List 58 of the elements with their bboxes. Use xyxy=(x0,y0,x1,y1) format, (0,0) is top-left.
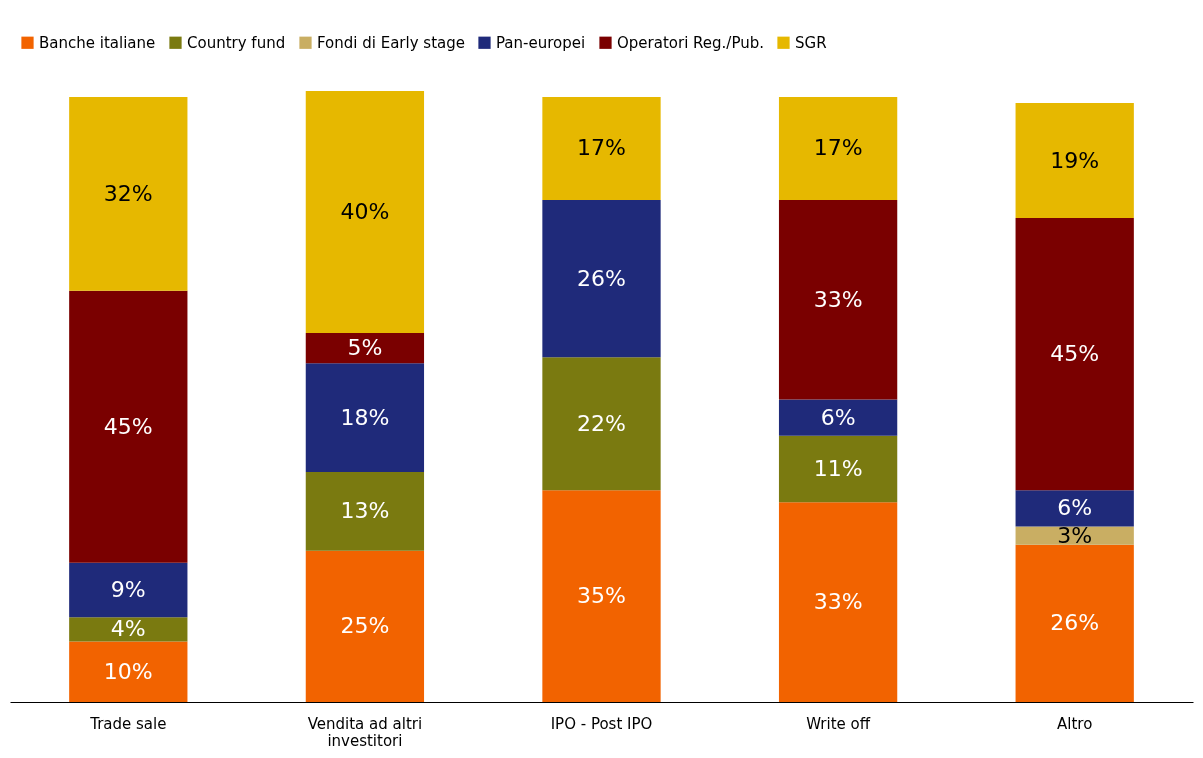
x-tick-label: Altro xyxy=(1057,714,1093,733)
bar xyxy=(778,97,898,200)
data-label: 18% xyxy=(340,404,390,430)
data-label: 17% xyxy=(577,135,626,161)
data-label: 26% xyxy=(1050,610,1100,636)
legend-label: Operatori Reg./Pub. xyxy=(617,33,764,52)
data-label: 26% xyxy=(577,265,626,291)
data-label: 40% xyxy=(340,198,390,224)
data-label: 45% xyxy=(1050,341,1100,367)
bar xyxy=(305,363,425,473)
legend-label: Pan-europei xyxy=(496,33,586,52)
x-tick-label: Vendita ad altri investitori xyxy=(307,714,423,750)
data-label: 6% xyxy=(1057,495,1093,521)
bar xyxy=(778,502,898,702)
bar xyxy=(542,357,661,491)
data-label: 13% xyxy=(340,498,390,524)
data-label: 11% xyxy=(813,456,863,482)
data-label: 22% xyxy=(577,410,626,436)
data-label: 33% xyxy=(813,286,863,312)
bar xyxy=(542,199,661,358)
data-label: 19% xyxy=(1050,147,1100,173)
data-label: 33% xyxy=(813,589,863,615)
data-label: 35% xyxy=(577,583,626,609)
bar xyxy=(305,91,425,333)
x-tick-label: Trade sale xyxy=(89,714,167,733)
bar xyxy=(69,617,188,642)
bar xyxy=(1015,103,1134,219)
data-label: 32% xyxy=(103,180,153,206)
bar xyxy=(542,490,661,702)
bar xyxy=(778,435,898,503)
bar xyxy=(1015,490,1134,527)
legend-label: Country fund xyxy=(187,33,286,52)
data-label: 45% xyxy=(103,413,153,439)
bar xyxy=(305,550,425,702)
data-label: 25% xyxy=(340,613,390,639)
bar xyxy=(69,290,188,563)
data-label: 3% xyxy=(1057,522,1093,548)
bar xyxy=(778,399,898,436)
data-label: 4% xyxy=(110,616,146,642)
x-tick-label: IPO - Post IPO xyxy=(550,714,653,733)
bar xyxy=(305,472,425,551)
legend-label: Fondi di Early stage xyxy=(317,33,465,52)
bar xyxy=(1015,544,1134,702)
bar xyxy=(778,199,898,400)
data-label: 10% xyxy=(103,658,153,684)
bar xyxy=(305,332,425,364)
data-label: 5% xyxy=(347,335,383,361)
bar xyxy=(69,97,188,291)
legend-label: Banche italiane xyxy=(39,33,156,52)
x-tick-label: Write off xyxy=(806,714,871,733)
data-label: 17% xyxy=(813,135,863,161)
data-label: 6% xyxy=(820,404,856,430)
bar xyxy=(542,97,661,200)
bar xyxy=(69,562,188,618)
data-label: 9% xyxy=(110,577,146,603)
bar xyxy=(1015,218,1134,491)
legend-label: SGR xyxy=(795,33,827,52)
bar xyxy=(69,641,188,702)
